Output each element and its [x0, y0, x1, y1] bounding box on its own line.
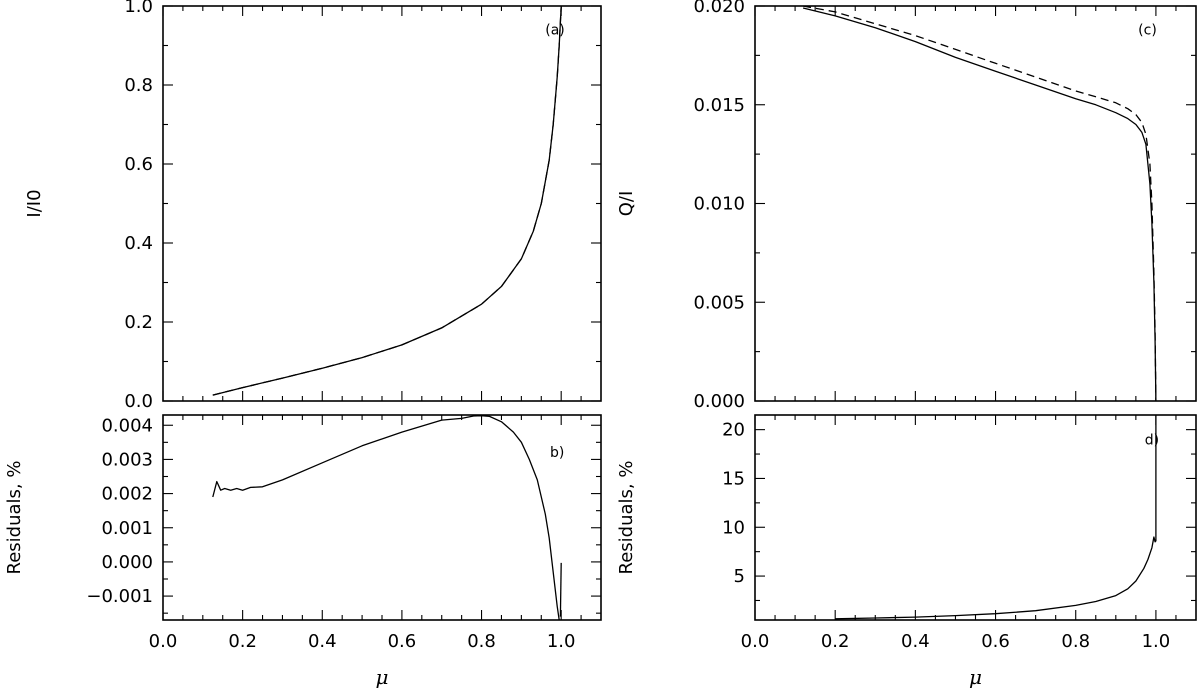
series-c-solid-0 [802, 7, 1157, 402]
series-d-solid-0 [835, 415, 1157, 620]
y-tick-label-d-10: 10 [722, 517, 745, 538]
panel-a-frame [162, 5, 602, 402]
x-tick-label-d-0p4: 0.4 [901, 631, 930, 652]
panel-b-frame [162, 414, 602, 621]
y-axis-label-d: Residuals, % [616, 461, 637, 575]
x-axis-label-d: μ [969, 665, 982, 689]
y-tick-label-b-0p003: 0.003 [101, 449, 153, 470]
y-tick-label-b-0p001: 0.001 [101, 518, 153, 539]
x-tick-label-d-0: 0.0 [741, 631, 770, 652]
x-tick-label-d-0p8: 0.8 [1061, 631, 1090, 652]
y-tick-label-a-0p2: 0.2 [124, 312, 153, 333]
panel-c: 0.000 0.005 0.010 0.015 0.020 Q/I (c) [616, 0, 1197, 412]
x-tick-label-b-0p8: 0.8 [467, 631, 496, 652]
y-tick-label-b-0: 0.000 [101, 552, 153, 573]
y-tick-label-a-1: 1.0 [124, 0, 153, 17]
panel-a: 0.0 0.2 0.4 0.6 0.8 1.0 I/I0 (a) [24, 0, 602, 412]
panel-label-a: (a) [545, 23, 565, 39]
series-a-dashed-1 [212, 5, 562, 396]
y-tick-label-c-0p01: 0.010 [693, 194, 745, 215]
y-axis-label-b: Residuals, % [4, 461, 25, 575]
series-c-dashed-1 [802, 5, 1157, 402]
x-tick-label-b-1: 1.0 [547, 631, 576, 652]
y-tick-label-a-0p6: 0.6 [124, 154, 153, 175]
panel-d: 0.0 0.2 0.4 0.6 0.8 1.0 5 10 15 20 Residuals, % μ d) [616, 414, 1197, 689]
panel-d-frame [754, 414, 1197, 621]
x-axis-label-b: μ [376, 665, 389, 689]
y-tick-label-a-0p4: 0.4 [124, 233, 153, 254]
y-tick-label-b-0p004: 0.004 [101, 415, 153, 436]
panel-b: 0.0 0.2 0.4 0.6 0.8 1.0 −0.001 0.000 0.001 0.002 0… [4, 414, 602, 689]
y-tick-label-b-0p002: 0.002 [101, 484, 153, 505]
x-tick-label-b-0: 0.0 [149, 631, 178, 652]
x-tick-label-b-0p2: 0.2 [228, 631, 257, 652]
x-tick-label-d-1: 1.0 [1142, 631, 1171, 652]
y-axis-label-c: Q/I [616, 191, 637, 217]
y-tick-label-a-0: 0.0 [124, 391, 153, 412]
x-tick-label-b-0p6: 0.6 [388, 631, 417, 652]
y-tick-label-c-0p005: 0.005 [693, 292, 745, 313]
series-b-solid-1 [559, 562, 562, 617]
x-tick-label-d-0p2: 0.2 [821, 631, 850, 652]
series-a-solid-0 [212, 5, 562, 396]
y-tick-label-d-20: 20 [722, 420, 745, 441]
panel-label-c: (c) [1138, 23, 1157, 39]
y-tick-label-b-m0p001: −0.001 [86, 586, 153, 607]
y-axis-label-a: I/I0 [24, 189, 45, 217]
panel-label-b: b) [550, 445, 564, 461]
y-tick-label-c-0p015: 0.015 [693, 95, 745, 116]
y-tick-label-c-0p02: 0.020 [693, 0, 745, 17]
y-tick-label-d-5: 5 [734, 566, 745, 587]
x-tick-label-b-0p4: 0.4 [308, 631, 337, 652]
x-tick-label-d-0p6: 0.6 [981, 631, 1010, 652]
y-tick-label-d-15: 15 [722, 468, 745, 489]
y-tick-label-c-0: 0.000 [693, 391, 745, 412]
panel-c-frame [754, 5, 1197, 402]
panel-label-d: d) [1145, 433, 1159, 449]
series-b-solid-0 [212, 415, 560, 621]
y-tick-label-a-0p8: 0.8 [124, 75, 153, 96]
